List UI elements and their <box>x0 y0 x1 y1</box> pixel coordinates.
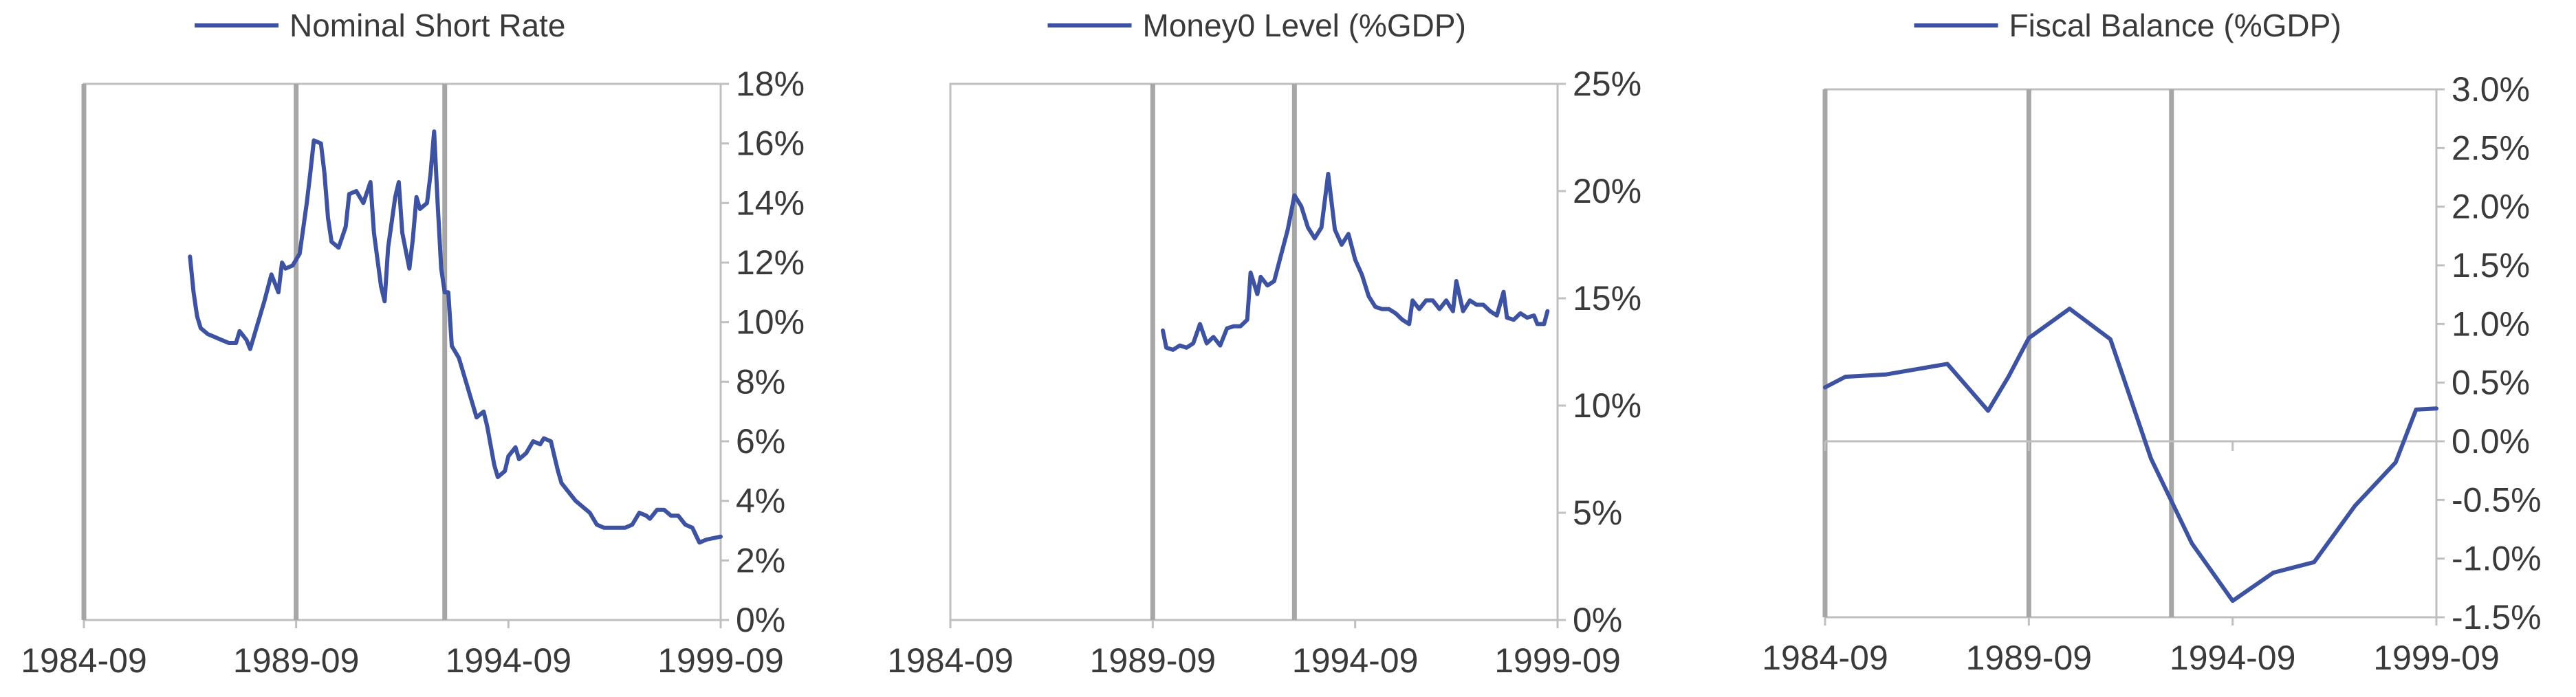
legend-label: Fiscal Balance (%GDP) <box>2009 8 2342 43</box>
y-tick-label: 1.0% <box>2452 305 2530 343</box>
y-tick-label: 4% <box>736 482 785 520</box>
y-tick-label: 5% <box>1573 494 1622 532</box>
legend-label: Nominal Short Rate <box>290 8 565 43</box>
y-tick-label: 20% <box>1573 172 1641 210</box>
y-tick-label: -1.5% <box>2452 598 2542 637</box>
y-tick-label: 10% <box>736 303 805 342</box>
x-tick-label: 1989-09 <box>233 641 360 680</box>
y-tick-label: 25% <box>1573 65 1641 103</box>
series-line-0 <box>1161 172 1550 352</box>
x-tick-label: 1999-09 <box>657 641 784 680</box>
y-tick-label: 3.0% <box>2452 70 2530 109</box>
y-tick-label: 0% <box>736 601 785 639</box>
x-tick-label: 1994-09 <box>446 641 572 680</box>
y-tick-label: 2% <box>736 541 785 579</box>
y-tick-label: -0.5% <box>2452 480 2542 519</box>
y-tick-label: 6% <box>736 422 785 461</box>
x-tick-label: 1989-09 <box>1966 639 2093 677</box>
legend: Money0 Level (%GDP) <box>1047 8 1466 43</box>
x-tick-label: 1989-09 <box>1090 641 1216 680</box>
y-tick-label: 8% <box>736 362 785 401</box>
legend-label: Money0 Level (%GDP) <box>1143 8 1466 43</box>
y-tick-label: 18% <box>736 65 805 103</box>
x-tick-label: 1984-09 <box>887 641 1014 680</box>
y-tick-label: 0.5% <box>2452 364 2530 402</box>
plot-area <box>949 82 1559 621</box>
y-tick-label: 10% <box>1573 386 1641 425</box>
y-tick-label: 0.0% <box>2452 422 2530 461</box>
x-tick-label: 1984-09 <box>21 641 147 680</box>
legend: Fiscal Balance (%GDP) <box>1914 8 2342 43</box>
y-tick-label: 2.0% <box>2452 188 2530 226</box>
plot-area <box>1824 88 2438 619</box>
y-tick-label: 0% <box>1573 601 1622 639</box>
x-tick-label: 1999-09 <box>1494 641 1621 680</box>
x-tick-label: 1994-09 <box>1292 641 1419 680</box>
plot-area <box>83 82 722 621</box>
chart-panel-money0-level: 0% 5% 10% 15% 20% 25% 1984-09 1989-09 1994-09 199… <box>887 8 1641 680</box>
x-tick-label: 1994-09 <box>2170 639 2296 677</box>
chart-panel-fiscal-balance: -1.5% -1.0% -0.5% 0.0% 0.5% 1.0% 1.5% 2.0% 2.5% 3… <box>1762 8 2541 677</box>
y-tick-label: -1.0% <box>2452 540 2542 578</box>
series-line-0 <box>1823 307 2438 604</box>
legend: Nominal Short Rate <box>195 8 565 43</box>
x-tick-label: 1984-09 <box>1762 639 1888 677</box>
y-tick-label: 14% <box>736 184 805 222</box>
y-tick-label: 12% <box>736 243 805 282</box>
y-tick-label: 15% <box>1573 279 1641 318</box>
y-tick-label: 1.5% <box>2452 246 2530 285</box>
y-tick-label: 2.5% <box>2452 129 2530 167</box>
chart-panel-nominal-short-rate: 0% 2% 4% 6% 8% 10% 12% 14% 16% 18% 1984-09 1989-09 1… <box>21 8 805 680</box>
y-tick-label: 16% <box>736 124 805 163</box>
series-line-0 <box>188 129 723 545</box>
x-tick-label: 1999-09 <box>2373 639 2500 677</box>
